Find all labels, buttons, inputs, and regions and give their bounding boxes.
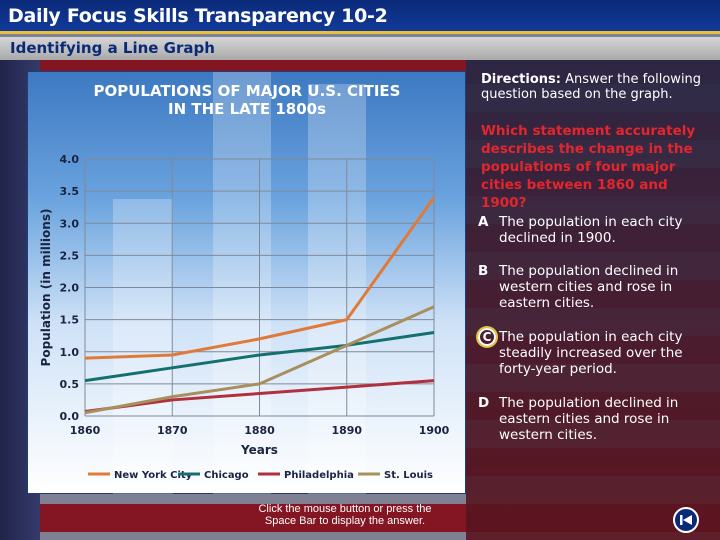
y-tick-label: 1.0 <box>60 346 80 359</box>
series-line <box>84 330 435 383</box>
option-text: The population declined in eastern citie… <box>499 395 679 443</box>
y-tick-label: 2.0 <box>60 282 80 295</box>
right-background-panel <box>466 58 720 540</box>
footer-line-1: Click the mouse button or press the <box>258 503 432 515</box>
option-letter: A <box>478 214 489 230</box>
line-chart-panel: POPULATIONS OF MAJOR U.S. CITIES IN THE L… <box>27 71 466 494</box>
option-b[interactable]: B The population declined in western cit… <box>478 263 714 311</box>
header-bar: Daily Focus Skills Transparency 10-2 <box>0 0 720 34</box>
directions-text: Answer the following question based on t… <box>481 72 702 102</box>
subheader-title: Identifying a Line Graph <box>10 39 215 57</box>
legend-label: Philadelphia <box>284 470 354 481</box>
y-tick-label: 2.5 <box>60 249 80 262</box>
x-tick-label: 1860 <box>70 424 101 437</box>
chart-title-line-2: IN THE LATE 1800s <box>168 100 326 118</box>
series-line <box>84 196 436 360</box>
back-button[interactable] <box>673 507 699 533</box>
option-text: The population in each city declined in … <box>499 214 683 246</box>
option-letter: D <box>478 395 490 411</box>
building-shape <box>308 84 366 494</box>
x-tick-label: 1900 <box>419 424 450 437</box>
option-d[interactable]: D The population declined in eastern cit… <box>478 395 714 443</box>
series-line <box>84 379 435 413</box>
building-shape <box>213 72 271 494</box>
skip-back-icon <box>680 515 692 525</box>
x-axis-label: Years <box>240 443 278 457</box>
legend-label: Chicago <box>204 470 249 481</box>
option-text: The population declined in western citie… <box>499 263 679 311</box>
question-text: Which statement accurately describes the… <box>481 123 696 211</box>
footer-line-2: Space Bar to display the answer. <box>264 515 426 527</box>
directions-label: Directions: <box>481 72 561 87</box>
option-c[interactable]: C The population in each city steadily i… <box>478 328 714 377</box>
y-tick-label: 4.0 <box>60 153 80 166</box>
x-tick-label: 1890 <box>331 424 362 437</box>
footer-instruction: Click the mouse button or press the Spac… <box>240 503 450 527</box>
y-axis-label: Population (in millions) <box>39 209 53 367</box>
x-tick-label: 1880 <box>244 424 275 437</box>
y-tick-label: 0.5 <box>60 378 80 391</box>
directions: Directions: Answer the following questio… <box>481 72 713 102</box>
y-tick-label: 1.5 <box>60 314 80 327</box>
option-a[interactable]: A The population in each city declined i… <box>478 214 714 246</box>
series-line <box>84 305 435 415</box>
option-letter-circled: C <box>478 328 496 346</box>
legend-label: St. Louis <box>384 470 433 481</box>
x-tick-label: 1870 <box>157 424 188 437</box>
y-tick-label: 3.0 <box>60 217 80 230</box>
legend-label: New York City <box>114 470 193 481</box>
subheader-bar: Identifying a Line Graph <box>0 37 720 60</box>
option-text: The population in each city steadily inc… <box>499 329 683 377</box>
header-title: Daily Focus Skills Transparency 10-2 <box>8 5 388 27</box>
option-letter: B <box>478 263 489 279</box>
y-tick-label: 3.5 <box>60 185 80 198</box>
building-shape <box>113 199 173 494</box>
chart-title-line-1: POPULATIONS OF MAJOR U.S. CITIES <box>94 82 401 100</box>
y-tick-label: 0.0 <box>60 410 80 423</box>
